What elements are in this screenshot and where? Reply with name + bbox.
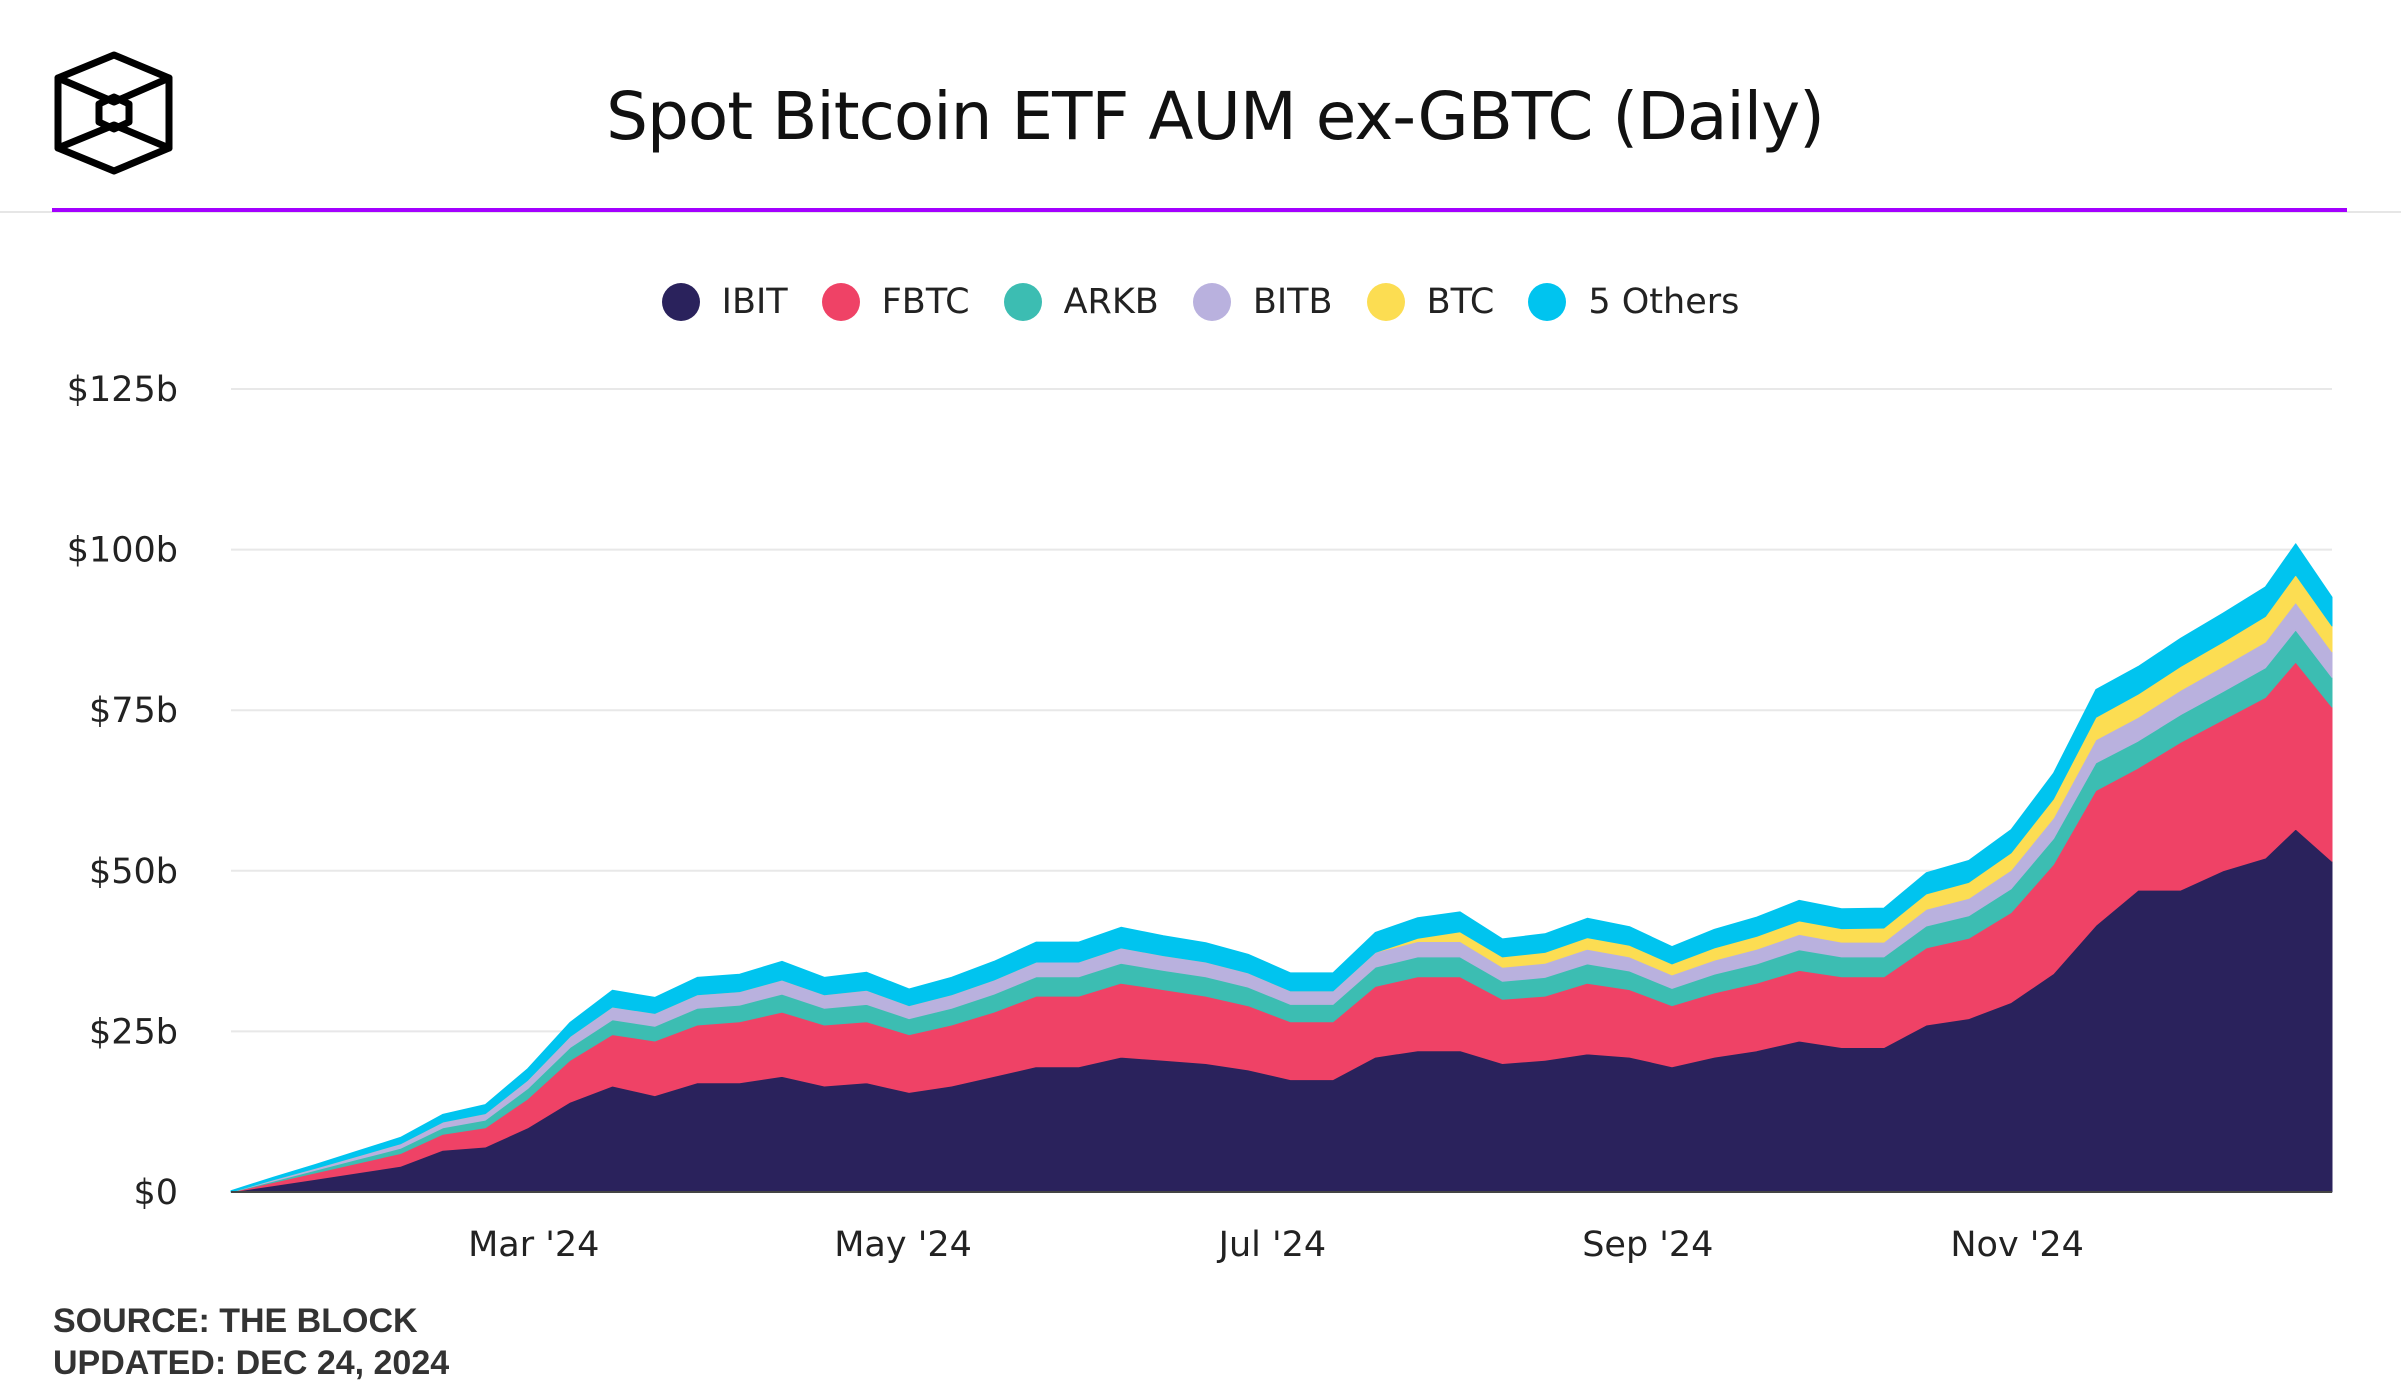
y-tick-label: $50b [89, 852, 178, 892]
source-text: SOURCE: THE BLOCK [53, 1302, 418, 1340]
x-tick-label: May '24 [834, 1225, 972, 1265]
legend-swatch [821, 283, 860, 321]
updated-text: UPDATED: DEC 24, 2024 [53, 1344, 450, 1382]
legend-label: BTC [1426, 282, 1495, 322]
the-block-logo [54, 51, 173, 175]
legend: IBIT FBTC ARKB BITB BTC 5 Others [0, 282, 2401, 322]
header-accent-line [52, 208, 2347, 212]
y-tick-label: $125b [67, 370, 178, 410]
x-tick-label: Jul '24 [1217, 1225, 1327, 1265]
legend-item-btc[interactable]: BTC [1366, 282, 1495, 322]
y-tick-label: $75b [89, 691, 178, 731]
chart-title: Spot Bitcoin ETF AUM ex-GBTC (Daily) [606, 78, 1825, 155]
legend-item-arkb[interactable]: ARKB [1003, 282, 1159, 322]
legend-swatch [661, 283, 700, 321]
y-tick-label: $0 [133, 1173, 178, 1213]
legend-item-5-others[interactable]: 5 Others [1528, 282, 1739, 322]
legend-swatch [1528, 283, 1567, 321]
legend-label: ARKB [1063, 282, 1159, 322]
legend-swatch [1003, 283, 1042, 321]
legend-item-ibit[interactable]: IBIT [661, 282, 788, 322]
legend-label: BITB [1252, 282, 1333, 322]
legend-item-fbtc[interactable]: FBTC [821, 282, 970, 322]
source-note: SOURCE: THE BLOCK UPDATED: DEC 24, 2024 [53, 1300, 449, 1384]
legend-item-bitb[interactable]: BITB [1192, 282, 1333, 322]
x-tick-label: Sep '24 [1582, 1225, 1713, 1265]
header-divider [0, 211, 2401, 213]
legend-label: 5 Others [1588, 282, 1740, 322]
legend-swatch [1366, 283, 1405, 321]
legend-label: FBTC [881, 282, 970, 322]
area-5-others [230, 543, 2333, 1193]
legend-label: IBIT [721, 282, 788, 322]
y-tick-label: $25b [89, 1012, 178, 1052]
legend-swatch [1192, 283, 1231, 321]
y-tick-label: $100b [67, 531, 178, 571]
x-tick-label: Mar '24 [468, 1225, 599, 1265]
x-tick-label: Nov '24 [1950, 1225, 2084, 1265]
